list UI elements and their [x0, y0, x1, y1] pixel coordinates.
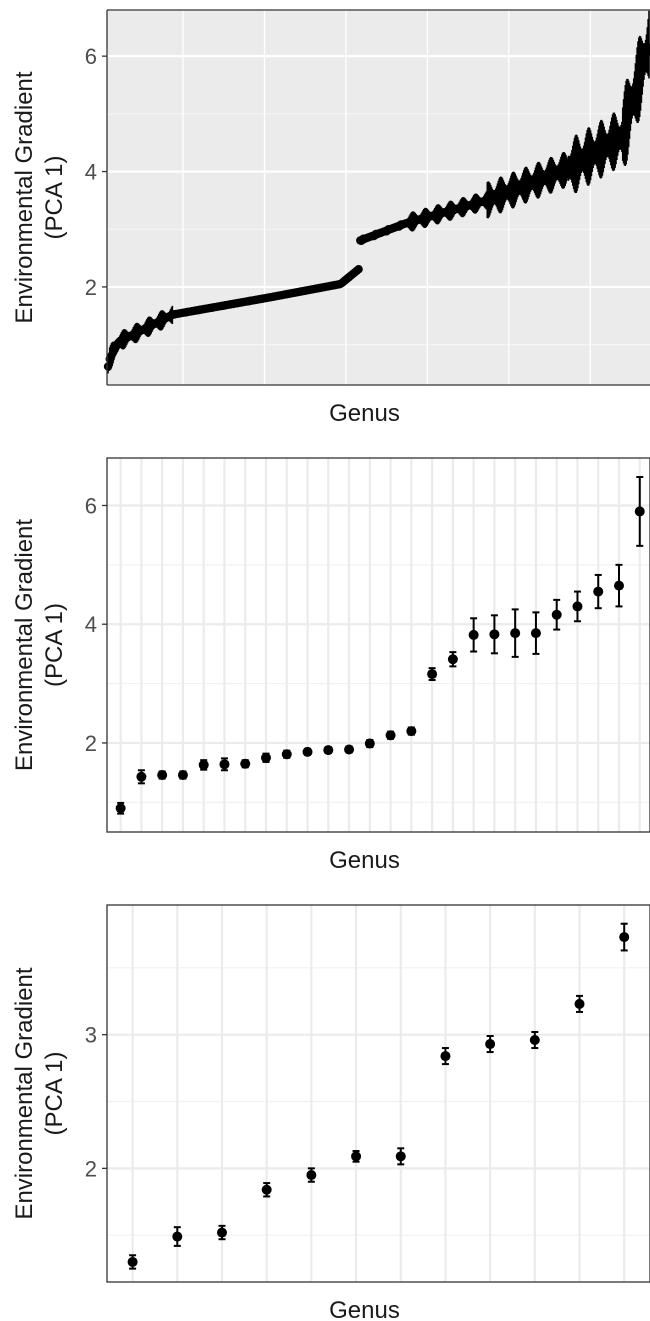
y-axis-title-line: (PCA 1) [41, 603, 68, 687]
x-axis-title: Genus [329, 400, 400, 427]
y-tick-label: 2 [85, 731, 97, 756]
y-tick-label: 6 [85, 44, 97, 69]
y-tick-label: 4 [85, 160, 97, 185]
data-point [261, 1184, 272, 1195]
data-point [572, 601, 583, 612]
y-axis-title-line: Environmental Gradient [11, 519, 38, 771]
y-axis-title: Environmental Gradient (PCA 1) [11, 967, 68, 1219]
y-tick-label: 6 [85, 493, 97, 518]
data-point [172, 1231, 183, 1242]
data-point [136, 771, 147, 782]
data-point [440, 1051, 451, 1062]
data-point [385, 730, 396, 741]
y-tick-label: 3 [85, 1023, 97, 1048]
data-point [198, 759, 209, 770]
data-point [354, 265, 363, 274]
data-point [551, 609, 562, 620]
y-axis-title-line: (PCA 1) [41, 1051, 68, 1135]
x-axis-title: Genus [329, 847, 400, 874]
data-point [216, 1227, 227, 1238]
y-tick-label: 2 [85, 275, 97, 300]
data-point [351, 1151, 362, 1162]
y-axis-title-line: Environmental Gradient [11, 967, 38, 1219]
data-point [219, 759, 230, 770]
panel-1: 2 4 6 Environmental Gradient (PCA 1) Genus [11, 9, 650, 427]
data-point [593, 586, 604, 597]
data-point [530, 628, 541, 639]
panel-border [106, 904, 650, 1283]
data-point [468, 629, 479, 640]
data-point [302, 746, 313, 757]
panel-3: 2 3 Environmental Gradient (PCA 1) Genus [11, 904, 650, 1321]
y-axis-title-line: Environmental Gradient [11, 71, 38, 323]
y-axis-title-line: (PCA 1) [41, 155, 68, 239]
data-point [395, 1151, 406, 1162]
data-point [323, 745, 334, 756]
data-point [260, 752, 271, 763]
panel-background [107, 10, 650, 385]
panel-background [107, 905, 650, 1282]
x-axis-title: Genus [329, 1297, 400, 1321]
data-point [613, 580, 624, 591]
data-point [427, 669, 438, 680]
data-point [306, 1170, 317, 1181]
data-point [157, 770, 168, 781]
data-point [634, 506, 645, 517]
data-point [485, 1039, 496, 1050]
data-point [489, 629, 500, 640]
data-point [177, 770, 188, 781]
panel-2: 2 4 6 Environmental Gradient (PCA 1) Genus [11, 457, 650, 874]
panel-border [106, 457, 650, 833]
data-point [127, 1256, 138, 1267]
data-point [510, 628, 521, 639]
data-point [240, 758, 251, 769]
data-point [364, 738, 375, 749]
y-tick-label: 4 [85, 612, 97, 637]
y-axis-title: Environmental Gradient (PCA 1) [11, 519, 68, 771]
data-point [281, 749, 292, 760]
data-point [406, 726, 417, 737]
data-point [619, 932, 630, 943]
data-point [344, 744, 355, 755]
data-point [574, 998, 585, 1009]
y-tick-label: 2 [85, 1156, 97, 1181]
panel-background [107, 458, 650, 832]
data-point [115, 803, 126, 814]
data-point [447, 654, 458, 665]
y-axis-title: Environmental Gradient (PCA 1) [11, 71, 68, 323]
data-point [529, 1035, 540, 1046]
